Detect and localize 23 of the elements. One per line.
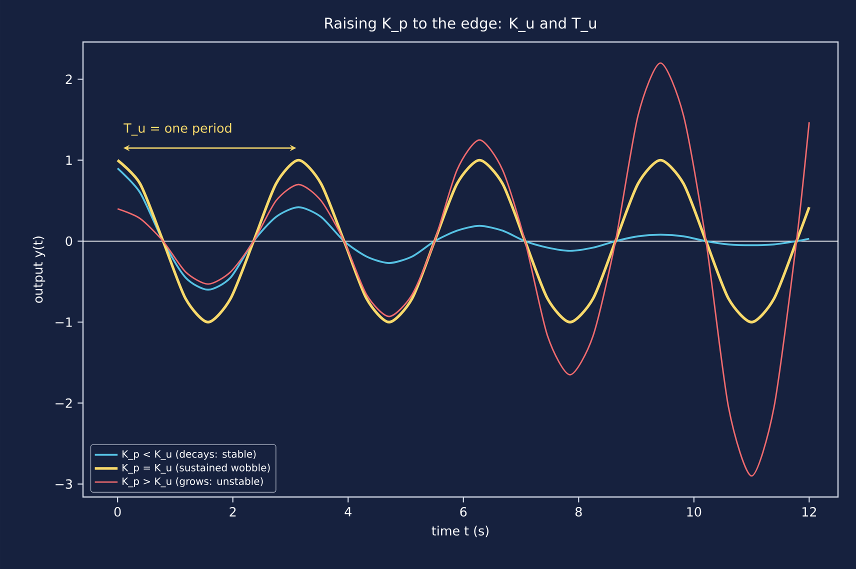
x-axis-title: time t (s) xyxy=(432,526,488,538)
y-tick-label: −1 xyxy=(56,317,72,327)
y-tick-label: 0 xyxy=(66,236,72,246)
x-tick-label: 0 xyxy=(114,507,121,517)
y-tick-label: −2 xyxy=(56,398,72,408)
annotation: T_u = one period xyxy=(124,123,232,136)
legend-label: K_p > K_u (grows: unstable) xyxy=(122,477,263,488)
y-tick-label: −3 xyxy=(56,479,72,489)
x-tick-label: 2 xyxy=(230,507,236,516)
legend-label: K_p < K_u (decays: stable) xyxy=(122,450,256,460)
x-tick-label: 8 xyxy=(575,507,582,517)
y-axis-title: output y(t) xyxy=(32,236,46,303)
chart-title: Raising K_p to the edge: K_u and T_u xyxy=(325,17,596,32)
x-tick-label: 12 xyxy=(802,507,816,516)
y-tick-label: 1 xyxy=(66,156,72,165)
legend-label: K_p = K_u (sustained wobble) xyxy=(122,464,270,474)
x-tick-label: 10 xyxy=(687,507,702,517)
x-tick-label: 6 xyxy=(460,507,467,517)
line-series xyxy=(116,62,810,477)
line-series xyxy=(116,167,810,291)
x-tick-label: 4 xyxy=(344,507,352,516)
y-tick-label: 2 xyxy=(66,74,72,84)
line-series xyxy=(116,158,811,324)
